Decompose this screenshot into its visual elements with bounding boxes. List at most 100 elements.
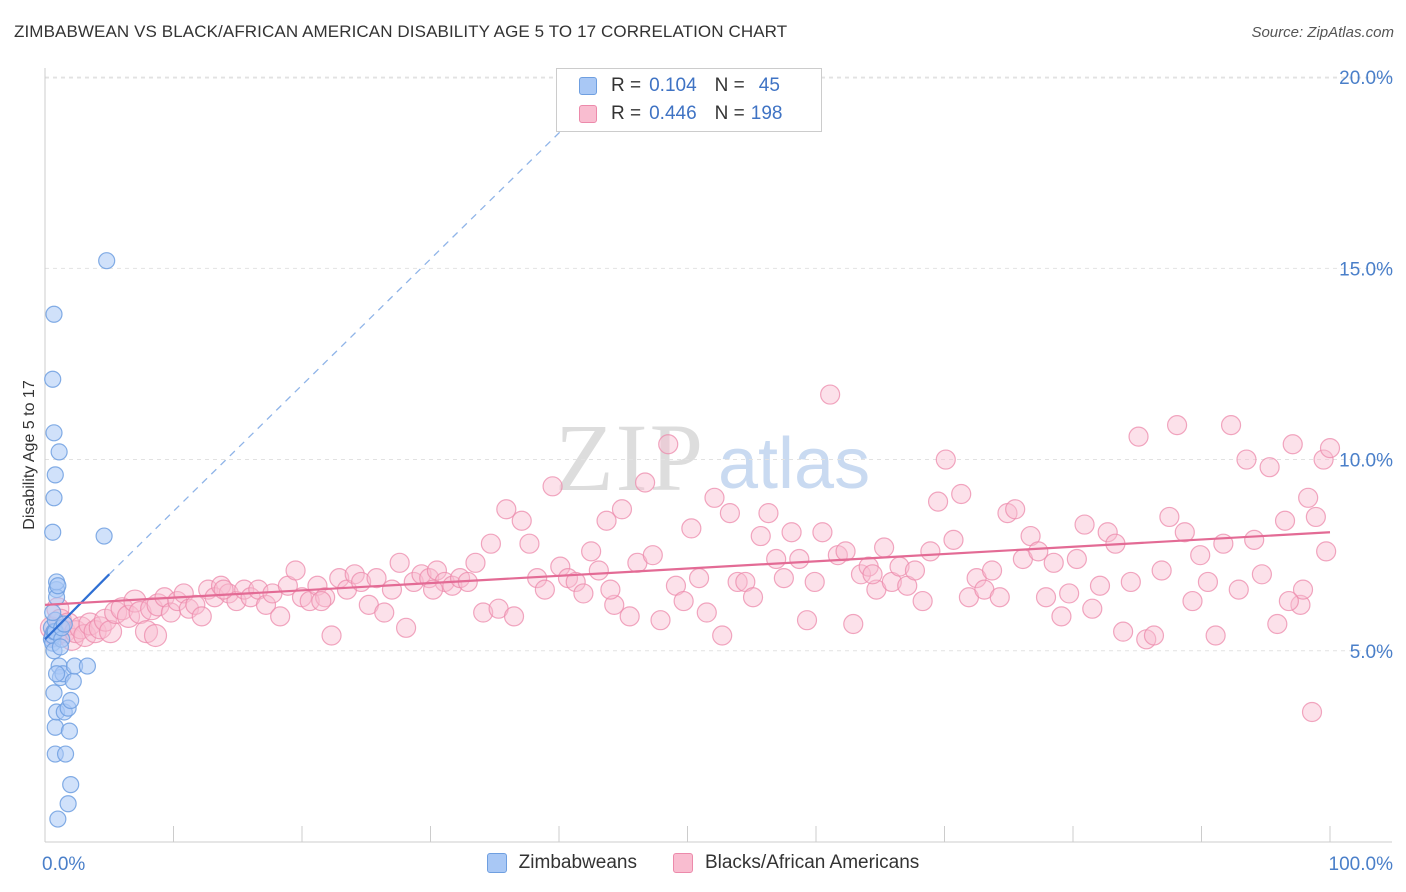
- point-blacks: [850, 564, 872, 585]
- legend-label-zimbabweans: Zimbabweans: [518, 852, 637, 873]
- point-blacks: [395, 617, 417, 638]
- point-blacks: [688, 568, 710, 589]
- point-blacks: [843, 613, 864, 635]
- point-blacks: [935, 449, 956, 470]
- point-blacks: [1236, 449, 1257, 470]
- point-blacks: [480, 533, 501, 554]
- point-blacks: [581, 541, 602, 562]
- point-blacks: [904, 560, 926, 581]
- point-blacks: [712, 625, 733, 646]
- point-blacks: [1259, 457, 1280, 478]
- point-blacks: [1066, 548, 1087, 570]
- point-blacks: [1305, 506, 1326, 528]
- trend-lines: [44, 107, 1331, 641]
- point-blacks: [1166, 415, 1188, 436]
- legend-swatch-pink: [579, 105, 597, 123]
- point-blacks: [1267, 613, 1288, 635]
- point-blacks: [1251, 564, 1272, 585]
- point-blacks: [565, 571, 586, 593]
- point-blacks: [727, 571, 748, 593]
- point-zimbabweans: [95, 527, 113, 545]
- legend-item-blacks: Blacks/African Americans: [672, 852, 919, 874]
- watermark-zip: ZIP: [555, 404, 705, 511]
- point-blacks: [804, 571, 825, 593]
- legend-swatch-pink: [672, 853, 693, 873]
- legend-n-label: N =: [714, 103, 745, 124]
- point-blacks: [1190, 545, 1211, 566]
- point-blacks: [1097, 522, 1118, 543]
- point-zimbabweans: [49, 577, 67, 595]
- legend-swatch-blue: [579, 77, 597, 95]
- stats-legend: R = 0.104 N = 45 R = 0.446 N = 198: [556, 68, 822, 132]
- chart-title: ZIMBABWEAN VS BLACK/AFRICAN AMERICAN DIS…: [14, 22, 788, 41]
- point-blacks: [519, 533, 540, 554]
- point-blacks: [366, 568, 387, 589]
- point-zimbabweans: [44, 370, 62, 388]
- legend-n-label: N =: [714, 75, 745, 96]
- point-blacks: [1174, 522, 1195, 543]
- point-blacks: [1089, 575, 1111, 596]
- x-tick-label: 100.0%: [1329, 854, 1394, 875]
- point-blacks: [812, 522, 833, 543]
- point-zimbabweans: [47, 665, 66, 683]
- point-blacks: [511, 510, 532, 531]
- gridlines: [45, 76, 1392, 652]
- tick-labels: 5.0% 10.0% 15.0% 20.0% 0.0% 100.0%: [42, 68, 1393, 875]
- point-zimbabweans: [45, 424, 63, 442]
- watermark: ZIP atlas: [555, 404, 870, 511]
- point-blacks: [634, 472, 656, 493]
- watermark-atlas: atlas: [718, 424, 870, 504]
- point-zimbabweans: [46, 718, 64, 736]
- point-blacks: [503, 606, 525, 627]
- legend-r-value: 0.104: [649, 75, 697, 96]
- point-zimbabweans: [98, 252, 116, 270]
- point-blacks: [1197, 571, 1219, 593]
- y-axis-label: Disability Age 5 to 17: [21, 380, 38, 530]
- legend-item-zimbabweans: Zimbabweans: [486, 852, 637, 874]
- point-zimbabweans: [59, 795, 77, 813]
- point-blacks: [781, 522, 802, 543]
- point-zimbabweans: [64, 672, 82, 690]
- x-tick-label: 0.0%: [42, 854, 85, 875]
- point-blacks: [1082, 598, 1103, 619]
- point-blacks: [596, 510, 617, 531]
- point-blacks: [989, 587, 1010, 608]
- series-blacks-points: [39, 384, 1341, 723]
- point-blacks: [1028, 541, 1049, 562]
- point-blacks: [1182, 590, 1203, 612]
- point-blacks: [796, 610, 818, 631]
- point-zimbabweans: [60, 722, 79, 740]
- point-blacks: [1228, 579, 1249, 600]
- point-blacks: [1292, 579, 1314, 600]
- y-tick-label: 10.0%: [1339, 451, 1393, 472]
- point-zimbabweans: [44, 523, 62, 541]
- point-blacks: [270, 606, 291, 627]
- point-blacks: [650, 610, 671, 631]
- point-blacks: [311, 590, 332, 612]
- point-blacks: [642, 545, 663, 566]
- point-blacks: [389, 552, 410, 573]
- legend-row-zimbabweans: R = 0.104 N = 45: [579, 74, 780, 98]
- point-blacks: [750, 525, 771, 547]
- point-blacks: [742, 587, 764, 608]
- point-blacks: [1143, 625, 1165, 646]
- point-blacks: [403, 571, 424, 593]
- legend-row-blacks: R = 0.446 N = 198: [579, 102, 782, 126]
- point-blacks: [534, 579, 555, 600]
- point-blacks: [920, 541, 941, 562]
- point-blacks: [874, 537, 895, 558]
- trend-zimbabweans: [44, 573, 111, 641]
- point-blacks: [681, 518, 702, 539]
- point-zimbabweans: [45, 489, 63, 507]
- legend-n-value: 45: [758, 75, 780, 96]
- point-blacks: [1298, 487, 1319, 508]
- point-blacks: [1290, 594, 1311, 615]
- point-zimbabweans: [62, 691, 80, 710]
- point-zimbabweans: [62, 776, 80, 794]
- point-blacks: [912, 590, 933, 612]
- point-blacks: [758, 503, 779, 524]
- point-blacks: [588, 560, 609, 581]
- point-blacks: [1043, 552, 1064, 573]
- point-zimbabweans: [50, 443, 68, 461]
